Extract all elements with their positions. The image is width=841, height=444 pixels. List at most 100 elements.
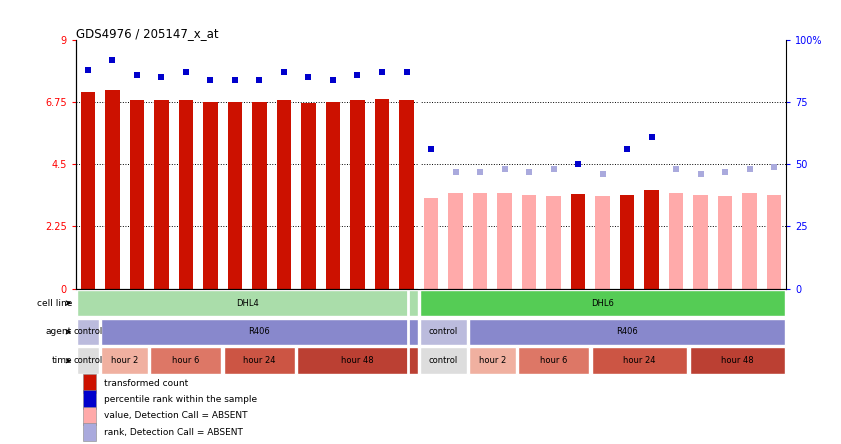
Text: agent: agent <box>46 327 72 337</box>
Bar <box>469 348 516 374</box>
Point <box>473 168 487 175</box>
Point <box>82 66 95 73</box>
Bar <box>571 194 585 289</box>
Point <box>278 69 291 76</box>
Bar <box>767 194 781 289</box>
Point <box>595 170 609 178</box>
Bar <box>424 198 438 289</box>
Bar <box>717 196 733 289</box>
Bar <box>204 102 218 289</box>
Bar <box>399 99 414 289</box>
Bar <box>77 290 417 316</box>
Point <box>718 168 732 175</box>
Bar <box>420 319 467 345</box>
Bar <box>82 407 96 425</box>
Text: hour 6: hour 6 <box>540 356 567 365</box>
Text: GDS4976 / 205147_x_at: GDS4976 / 205147_x_at <box>76 27 219 40</box>
Bar <box>591 348 687 374</box>
Point <box>645 133 659 140</box>
Bar <box>228 102 242 289</box>
Bar <box>546 196 561 289</box>
Bar <box>473 193 488 289</box>
Bar <box>325 102 341 289</box>
Text: R406: R406 <box>616 327 638 337</box>
Point <box>179 69 193 76</box>
Bar <box>448 193 463 289</box>
Bar <box>102 319 417 345</box>
Bar <box>350 100 365 289</box>
Bar <box>420 290 785 316</box>
Point <box>106 56 119 63</box>
Point <box>155 74 168 81</box>
Bar <box>178 100 193 289</box>
Point <box>621 146 634 153</box>
Bar <box>224 348 295 374</box>
Bar <box>82 390 96 409</box>
Point <box>375 69 389 76</box>
Text: time: time <box>51 356 72 365</box>
Bar <box>151 348 221 374</box>
Point <box>204 76 217 83</box>
Point <box>547 166 560 173</box>
Point <box>302 74 315 81</box>
Text: control: control <box>429 356 458 365</box>
Text: DHL4: DHL4 <box>235 298 258 308</box>
Bar <box>521 194 537 289</box>
Text: hour 24: hour 24 <box>243 356 276 365</box>
Text: cell line: cell line <box>37 298 72 308</box>
Point <box>399 69 413 76</box>
Bar <box>77 319 99 345</box>
Bar <box>669 193 684 289</box>
Point <box>130 71 144 78</box>
Text: rank, Detection Call = ABSENT: rank, Detection Call = ABSENT <box>104 428 243 436</box>
Point <box>351 71 364 78</box>
Bar <box>277 100 291 289</box>
Point <box>449 168 463 175</box>
Text: transformed count: transformed count <box>104 379 188 388</box>
Point <box>326 76 340 83</box>
Bar <box>743 193 757 289</box>
Bar <box>420 348 467 374</box>
Bar <box>301 103 316 289</box>
Bar <box>130 100 145 289</box>
Point <box>767 163 780 170</box>
Text: control: control <box>73 356 103 365</box>
Text: DHL6: DHL6 <box>591 298 614 308</box>
Point <box>694 170 707 178</box>
Point <box>498 166 511 173</box>
Point <box>669 166 683 173</box>
Point <box>571 161 584 168</box>
Point <box>228 76 241 83</box>
Text: percentile rank within the sample: percentile rank within the sample <box>104 395 257 404</box>
Text: hour 6: hour 6 <box>172 356 199 365</box>
Bar <box>620 194 634 289</box>
Bar <box>82 423 96 441</box>
Bar <box>102 348 148 374</box>
Bar <box>252 102 267 289</box>
Bar <box>82 374 96 393</box>
Bar <box>469 319 785 345</box>
Bar <box>154 100 169 289</box>
Bar <box>105 90 119 289</box>
Bar <box>298 348 417 374</box>
Text: control: control <box>429 327 458 337</box>
Text: control: control <box>73 327 103 337</box>
Bar <box>595 196 610 289</box>
Text: hour 24: hour 24 <box>623 356 655 365</box>
Text: hour 48: hour 48 <box>341 356 373 365</box>
Bar <box>690 348 785 374</box>
Text: hour 2: hour 2 <box>111 356 138 365</box>
Text: hour 48: hour 48 <box>721 356 754 365</box>
Text: R406: R406 <box>249 327 270 337</box>
Text: value, Detection Call = ABSENT: value, Detection Call = ABSENT <box>104 412 247 420</box>
Bar <box>644 190 659 289</box>
Point <box>522 168 536 175</box>
Bar <box>77 348 99 374</box>
Bar <box>497 193 512 289</box>
Point <box>424 146 437 153</box>
Point <box>253 76 267 83</box>
Point <box>743 166 756 173</box>
Text: hour 2: hour 2 <box>479 356 506 365</box>
Bar <box>374 99 389 289</box>
Bar <box>518 348 589 374</box>
